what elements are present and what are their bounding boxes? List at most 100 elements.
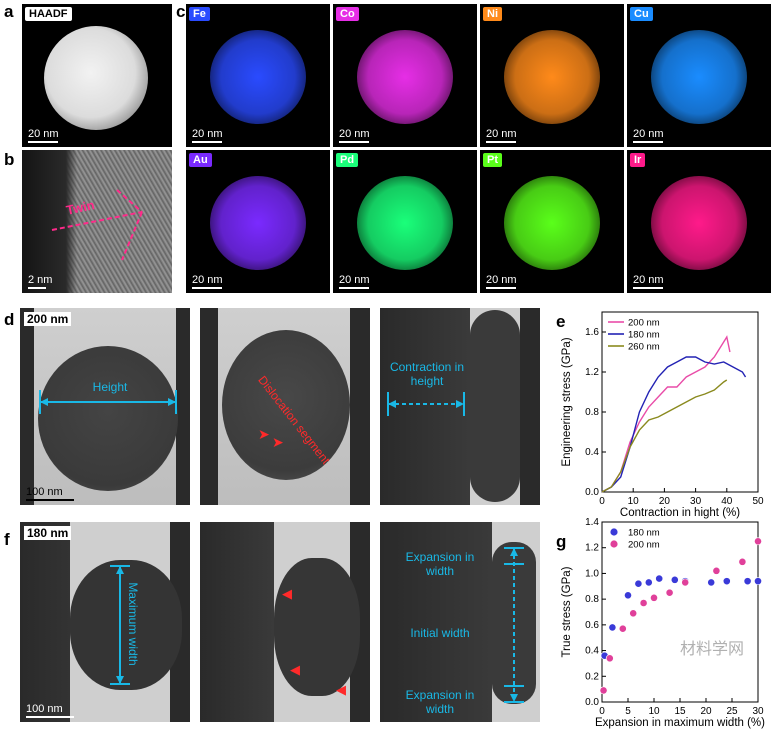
y-tick-label: 1.6 [585,327,599,338]
eds-scale-pd: 20 nm [339,274,370,289]
particle-f1 [70,560,182,690]
series-line-0 [601,335,731,493]
eds-scale-au: 20 nm [192,274,223,289]
y-tick-label: 1.2 [585,543,599,554]
hrtem-image: Twin 2 nm [22,150,172,293]
data-point [722,577,731,586]
eds-map-fe: Fe 20 nm [186,4,330,147]
eds-label-ir: Ir [630,153,646,167]
eds-map-pd: Pd 20 nm [333,150,477,293]
chart-e: 0 10 20 30 40 50 0.0 0.4 0.8 1.2 1.6 Contraction in… [561,311,764,519]
panel-letter-c: c [176,2,186,21]
data-point [644,578,653,587]
x-tick-label: 0 [599,496,605,507]
eds-particle-cu [651,30,747,124]
particle-d3 [470,310,520,502]
eds-map-cu: Cu 20 nm [627,4,771,147]
data-point [754,537,762,546]
y-tick-label: 0.8 [585,407,599,418]
data-point [707,578,716,587]
eds-label-pd: Pd [336,153,359,167]
data-point [624,591,632,600]
expansion-frame-3: Expansion in width Initial width Expansi… [380,522,540,722]
x-tick-label: 25 [726,706,738,717]
haadf-image: HAADF 20 nm [22,4,172,147]
compression-frame-3: Contraction in height [380,308,540,505]
x-axis-label: Expansion in maximum width (%) [595,717,765,729]
data-point [629,609,638,618]
eds-label-fe: Fe [189,7,210,21]
eds-particle-au [210,176,306,270]
x-tick-label: 20 [700,706,712,717]
y-tick-label: 0.0 [585,697,599,708]
defect-arrow-2: ◀ [290,662,300,677]
eds-scale-cu: 20 nm [633,128,664,143]
compression-frame-2: Dislocation segment ➤ ➤ [200,308,370,505]
eds-map-pt: Pt 20 nm [480,150,624,293]
legend-label: 200 nm [628,318,660,329]
data-point [754,577,762,586]
data-point [670,575,679,584]
eds-label-co: Co [336,7,359,21]
eds-map-ni: Ni 20 nm [480,4,624,147]
series-line-2 [601,379,728,493]
y-tick-label: 0.0 [585,487,599,498]
panel-letter-e: e [556,312,566,331]
data-point [743,577,752,586]
expansion-top-label: Expansion in width [405,550,475,578]
data-point [738,557,747,566]
legend-label: 260 nm [628,342,660,353]
chart-g: 0 5 10 15 20 25 30 0.0 0.2 0.4 0.6 0.8 1.0 1.2 1.4 Expa… [561,517,765,729]
dislocation-arrow-1: ➤ [258,426,270,442]
eds-particle-pt [504,176,600,270]
legend-label: 180 nm [628,330,660,341]
series-line-1 [601,356,747,493]
panel-letter-g: g [556,532,567,551]
data-point [655,574,664,583]
dislocation-arrow-2: ➤ [272,434,284,450]
defect-arrow-1: ◀ [282,586,292,601]
x-axis-label: Contraction in hight (%) [620,507,740,519]
data-point [681,578,690,587]
x-tick-label: 30 [752,706,764,717]
legend-label: 180 nm [628,528,660,539]
particle-d1 [38,346,178,491]
nanoparticle-haadf [44,26,148,130]
data-point [599,686,608,695]
expansion-frame-1: Maximum width 180 nm 100 nm [20,522,190,722]
eds-particle-fe [210,30,306,124]
scale-bar-d: 100 nm [26,486,74,501]
eds-scale-pt: 20 nm [486,274,517,289]
x-tick-label: 10 [648,706,660,717]
eds-map-co: Co 20 nm [333,4,477,147]
x-tick-label: 15 [674,706,686,717]
legend-label: 200 nm [628,540,660,551]
x-tick-label: 40 [721,496,733,507]
y-axis-label: Engineering stress (GPa) [561,337,573,466]
y-tick-label: 1.4 [585,517,599,528]
contraction-label: Contraction in height [389,360,465,388]
expansion-frame-2: ◀ ◀ ◀ [200,522,370,722]
eds-map-au: Au 20 nm [186,150,330,293]
panel-letter-d: d [4,310,15,329]
height-label: Height [92,380,128,394]
particle-d2 [222,330,350,480]
y-tick-label: 0.6 [585,620,599,631]
eds-particle-ni [504,30,600,124]
y-tick-label: 0.4 [585,646,599,657]
eds-particle-pd [357,176,453,270]
eds-scale-ir: 20 nm [633,274,664,289]
hrtem-dark-region [22,150,77,293]
eds-scale-ni: 20 nm [486,128,517,143]
eds-particle-co [357,30,453,124]
scale-bar-f: 100 nm [26,703,74,718]
data-point [650,593,658,602]
y-axis-label: True stress (GPa) [561,566,573,657]
eds-label-au: Au [189,153,212,167]
plot-frame [601,521,759,703]
max-width-label: Maximum width [126,582,140,666]
size-label-200: 200 nm [24,312,72,326]
eds-label-cu: Cu [630,7,653,21]
plot-frame [601,311,759,493]
eds-scale-fe: 20 nm [192,128,223,143]
